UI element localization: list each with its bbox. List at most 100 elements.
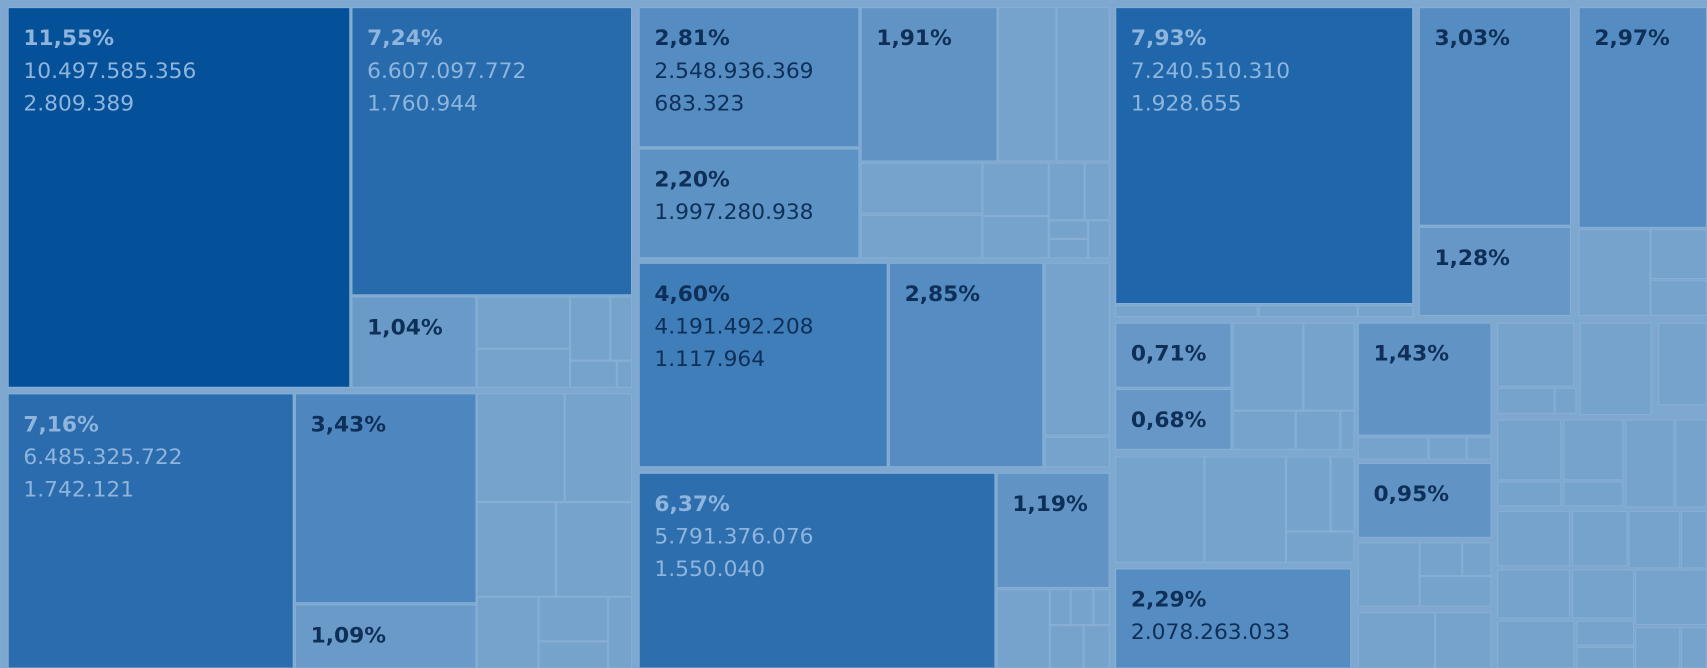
small-cell: [860, 214, 983, 259]
small-cell: [1497, 510, 1570, 567]
small-cell: [1087, 220, 1110, 259]
small-cell: [1462, 542, 1492, 577]
cell: [638, 148, 860, 259]
cell: [7, 7, 351, 388]
small-cell: [616, 360, 633, 388]
small-cell: [1497, 569, 1570, 619]
cell: [1357, 322, 1492, 436]
cell: [1115, 7, 1414, 305]
small-cell: [996, 589, 1050, 668]
cell: [294, 393, 477, 604]
small-cell: [1497, 322, 1575, 387]
small-cell: [1578, 229, 1651, 317]
small-cell: [610, 296, 633, 361]
small-cell: [1048, 238, 1088, 259]
cell-value: 5.791.376.076: [654, 524, 813, 549]
small-cell: [1625, 419, 1675, 508]
cell-percent: 1,91%: [876, 26, 952, 51]
small-cell: [1497, 481, 1562, 507]
cell: [860, 7, 998, 162]
cell: [638, 7, 860, 148]
small-cell: [1680, 627, 1707, 668]
small-cell: [1650, 280, 1707, 317]
cell-percent: 1,09%: [311, 623, 387, 648]
cell-percent: 6,37%: [654, 492, 730, 517]
small-cell: [1056, 7, 1110, 162]
small-cell: [1635, 627, 1680, 668]
small-cell: [1232, 322, 1304, 411]
cell-percent: 3,43%: [311, 412, 387, 437]
small-cell: [1466, 436, 1492, 460]
cell: [294, 604, 477, 668]
cell: [351, 296, 477, 388]
small-cell: [1048, 220, 1088, 239]
cell: [638, 262, 888, 468]
cell-value: 6.485.325.722: [23, 445, 182, 470]
small-cell: [982, 162, 1049, 216]
cell-value: 2.078.263.033: [1131, 620, 1290, 645]
small-cell: [476, 348, 571, 388]
small-cell: [1084, 162, 1110, 221]
small-cell: [1428, 436, 1467, 460]
cell: [1115, 388, 1232, 450]
small-cell: [564, 393, 633, 503]
cell-value: 7.240.510.310: [1131, 59, 1290, 84]
small-cell: [1044, 262, 1110, 436]
cell: [1578, 7, 1707, 228]
cell-value: 2.809.389: [23, 91, 134, 116]
cell: [1418, 226, 1572, 317]
small-cell: [570, 296, 611, 361]
cell-value: 1.928.655: [1131, 91, 1242, 116]
small-cell: [1579, 322, 1652, 416]
small-cell: [1563, 419, 1624, 481]
cell-value: 1.997.280.938: [654, 200, 813, 225]
small-cell: [1497, 419, 1562, 481]
small-cell: [1419, 576, 1492, 607]
small-cell: [1628, 510, 1680, 569]
cell: [996, 472, 1110, 589]
small-cell: [1572, 569, 1635, 619]
cell-percent: 7,93%: [1131, 26, 1207, 51]
small-cell: [1330, 456, 1355, 532]
cell-percent: 1,04%: [367, 316, 443, 341]
small-cell: [1285, 531, 1355, 564]
small-cell: [1576, 620, 1635, 646]
cell-percent: 2,97%: [1594, 26, 1670, 51]
cell-value: 1.550.040: [654, 557, 765, 582]
small-cell: [476, 393, 565, 503]
small-cell: [1049, 589, 1071, 626]
small-cell: [538, 641, 609, 668]
small-cell: [1093, 589, 1110, 626]
cell: [1115, 568, 1352, 668]
small-cell: [1258, 305, 1358, 318]
cell-percent: 0,95%: [1374, 482, 1450, 507]
small-cell: [1115, 456, 1205, 564]
cell-percent: 0,71%: [1131, 342, 1207, 367]
small-cell: [982, 215, 1049, 259]
small-cell: [1340, 410, 1355, 450]
small-cell: [1572, 510, 1628, 567]
small-cell: [1554, 387, 1577, 414]
small-cell: [1357, 611, 1436, 668]
cell-percent: 1,43%: [1374, 342, 1450, 367]
cell-value: 2.548.936.369: [654, 59, 813, 84]
small-cell: [1497, 620, 1575, 668]
small-cell: [476, 596, 539, 668]
small-cell: [570, 360, 617, 388]
small-cell: [1576, 646, 1635, 668]
small-cell: [1635, 569, 1707, 626]
cell: [351, 7, 633, 296]
small-cell: [1070, 589, 1094, 626]
small-cell: [1650, 229, 1707, 280]
small-cell: [860, 162, 983, 214]
small-cell: [1435, 611, 1492, 668]
cell: [1357, 462, 1492, 538]
small-cell: [1049, 625, 1084, 668]
cell-value: 1.117.964: [654, 347, 765, 372]
cell-value: 4.191.492.208: [654, 314, 813, 339]
small-cell: [1083, 625, 1110, 668]
cell-value: 1.742.121: [23, 478, 134, 503]
cell: [7, 393, 294, 668]
cell-percent: 1,28%: [1434, 246, 1510, 271]
